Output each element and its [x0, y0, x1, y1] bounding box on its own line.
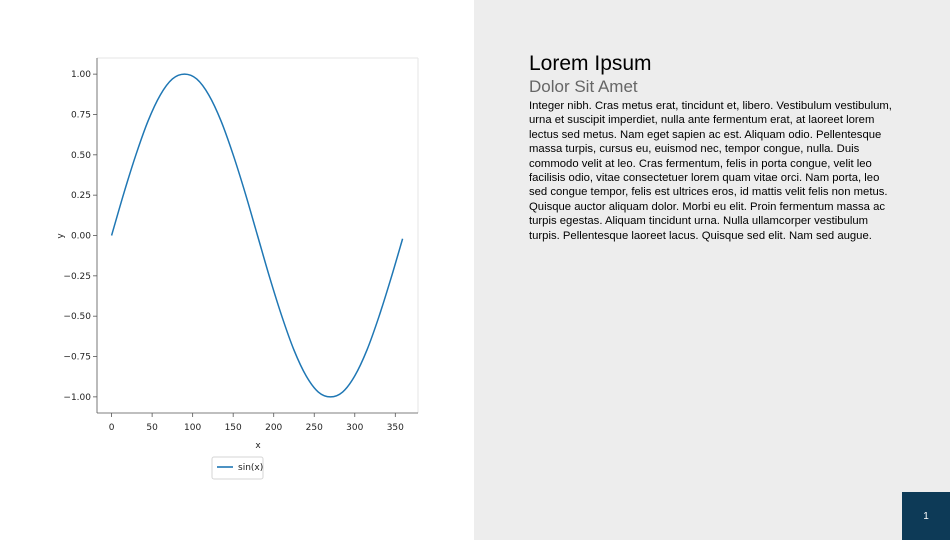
y-tick-label: −0.75 — [63, 353, 91, 363]
x-tick-label: 200 — [265, 423, 282, 433]
x-tick-label: 100 — [184, 423, 201, 433]
sine-chart: 1.00 0.75 0.50 0.25 0.00 −0.25 −0.50 −0.75 −1.00… — [56, 57, 419, 480]
y-tick-label: 0.75 — [71, 110, 91, 120]
x-tick-label: 250 — [306, 423, 323, 433]
legend: sin(x) — [211, 456, 264, 480]
text-panel: Lorem Ipsum Dolor Sit Amet Integer nibh.… — [474, 0, 950, 540]
series-layer — [110, 73, 404, 398]
page-number: 1 — [923, 510, 929, 522]
x-axis-label: x — [255, 441, 261, 451]
y-axis-label: y — [56, 233, 66, 239]
slide-subtitle: Dolor Sit Amet — [529, 77, 638, 96]
x-tick-label: 350 — [387, 423, 404, 433]
chart-panel: 1.00 0.75 0.50 0.25 0.00 −0.25 −0.50 −0.75 −1.00… — [0, 0, 474, 540]
y-tick-label: −1.00 — [63, 393, 91, 403]
y-tick-label: 0.50 — [71, 151, 91, 161]
y-tick-label: −0.50 — [63, 312, 91, 322]
page-number-badge: 1 — [902, 492, 950, 540]
y-tick-label: 1.00 — [71, 70, 91, 80]
legend-label: sin(x) — [238, 463, 263, 473]
x-axis-ticks: 0 50 100 150 200 250 300 350 — [109, 413, 404, 433]
y-tick-label: −0.25 — [63, 272, 91, 282]
x-tick-label: 50 — [146, 423, 158, 433]
legend-box — [211, 456, 264, 480]
body-paragraph: Integer nibh. Cras metus erat, tincidunt… — [529, 100, 892, 242]
x-tick-label: 300 — [346, 423, 363, 433]
x-tick-label: 0 — [109, 423, 115, 433]
y-axis-ticks: 1.00 0.75 0.50 0.25 0.00 −0.25 −0.50 −0.75 −1.00 — [63, 70, 97, 403]
series-line-sin — [110, 73, 404, 398]
y-tick-label: 0.25 — [71, 191, 91, 201]
slide-title: Lorem Ipsum — [529, 52, 652, 75]
y-tick-label: 0.00 — [71, 232, 91, 242]
text-block: Lorem Ipsum Dolor Sit Amet Integer nibh.… — [529, 52, 895, 243]
x-tick-label: 150 — [225, 423, 242, 433]
